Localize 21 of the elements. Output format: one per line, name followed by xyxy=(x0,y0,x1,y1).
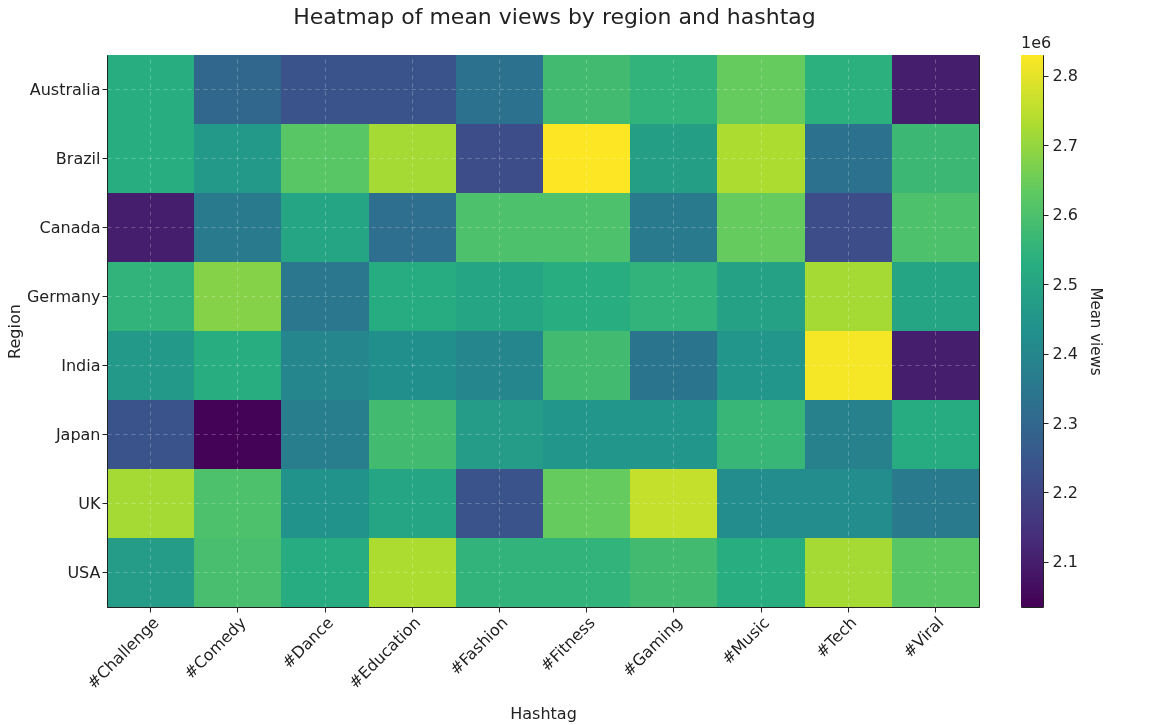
color-bar-label: 2.1 xyxy=(1052,552,1078,572)
chart-title: Heatmap of mean views by region and hashtag xyxy=(293,3,816,29)
color-bar-label: 2.5 xyxy=(1052,274,1078,294)
y-tick-label: Canada xyxy=(39,217,101,237)
y-tick-label: India xyxy=(61,355,101,375)
y-tick-label: UK xyxy=(78,493,102,513)
y-tick-label: Brazil xyxy=(55,148,101,168)
x-axis-title: Hashtag xyxy=(510,703,577,723)
y-tick-label: USA xyxy=(67,562,101,582)
color-bar-label: 2.4 xyxy=(1052,344,1078,364)
color-bar-label: 2.7 xyxy=(1052,135,1078,155)
color-bar-label: 2.2 xyxy=(1052,482,1078,502)
color-bar-label: 2.8 xyxy=(1052,66,1078,86)
color-bar-label: 2.6 xyxy=(1052,205,1078,225)
y-tick-label: Germany xyxy=(26,286,101,306)
color-bar-title: Mean views xyxy=(1086,287,1105,376)
color-bar-label: 2.3 xyxy=(1052,413,1078,433)
y-tick-label: Australia xyxy=(29,79,101,99)
text: 1e6 xyxy=(1021,33,1052,52)
y-tick-label: Japan xyxy=(54,424,101,444)
y-axis-title: Region xyxy=(4,304,24,359)
